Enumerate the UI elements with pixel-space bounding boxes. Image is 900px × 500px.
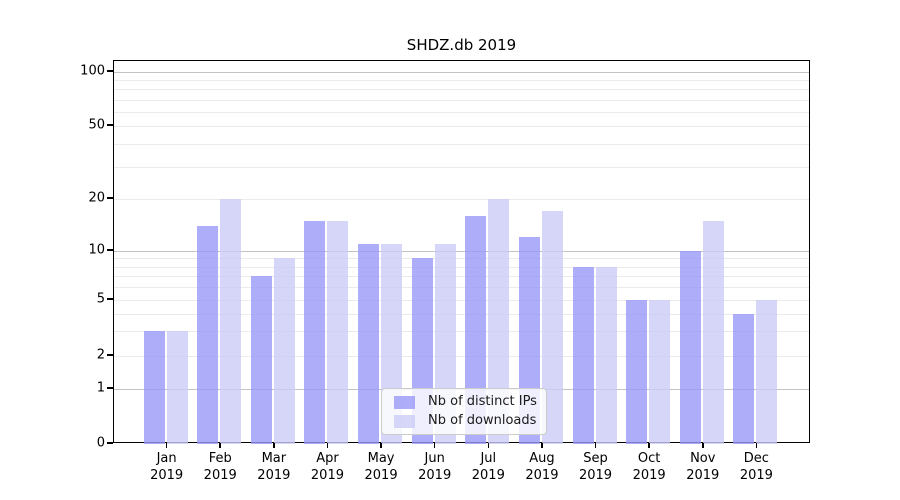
x-tick-label: Jun 2019 [418,451,452,483]
x-tick-mark [326,443,329,448]
gridline-minor [114,300,809,301]
gridline-minor [114,99,809,101]
x-tick-label: May 2019 [364,451,398,483]
bar-distinct-ips-May [358,243,380,444]
bar-distinct-ips-Feb [197,225,219,444]
bar-distinct-ips-Jul [465,215,487,444]
x-tick-mark [433,443,436,448]
y-tick-label: 20 [88,190,105,206]
chart-title: SHDZ.db 2019 [406,36,517,54]
x-tick-label: Sep 2019 [578,451,613,483]
bar-downloads-Feb [220,199,242,444]
x-tick-mark [648,443,650,448]
gridline-minor [114,111,809,113]
bar-downloads-Jan [166,331,188,444]
bar-downloads-Apr [327,220,349,444]
gridline-minor [114,313,809,315]
y-tick-label: 0 [96,435,105,451]
gridline-minor [114,287,809,289]
bar-downloads-Nov [702,220,724,444]
x-tick-label: Feb 2019 [203,451,237,483]
bar-downloads-Dec [756,300,778,444]
y-tick-label: 100 [80,63,105,79]
y-tick-mark [107,70,113,72]
x-tick-label: Jan 2019 [150,451,184,483]
y-tick-mark [107,249,113,251]
plot-area [113,60,810,444]
gridline-minor [114,80,809,82]
x-tick-label: Apr 2019 [310,451,344,483]
bar-downloads-Jul [488,199,510,444]
x-tick-mark [380,443,382,448]
bar-distinct-ips-Jan [143,331,165,444]
y-tick-label: 1 [96,380,105,396]
y-tick-mark [107,354,113,356]
x-tick-label: Oct 2019 [632,451,666,483]
gridline-minor [114,331,809,333]
y-tick-mark [107,442,113,444]
gridline-minor [114,276,809,278]
bar-distinct-ips-Mar [250,276,272,444]
y-tick-mark [107,387,113,389]
bar-distinct-ips-Apr [304,220,326,444]
gridline-minor [114,266,809,268]
y-tick-label: 50 [88,117,105,133]
x-tick-mark [541,443,543,448]
legend: Nb of distinct IPs Nb of downloads [381,388,547,435]
legend-item-distinct-ips: Nb of distinct IPs [394,394,537,409]
x-tick-mark [594,443,597,448]
bar-distinct-ips-Nov [679,251,701,444]
legend-item-downloads: Nb of downloads [394,414,536,428]
x-tick-label: Nov 2019 [686,451,720,483]
y-tick-mark [107,124,113,126]
legend-label-downloads: Nb of downloads [428,413,537,428]
y-tick-label: 5 [96,291,105,307]
y-tick-label: 10 [88,242,105,258]
x-tick-mark [165,443,168,448]
gridline-major [114,251,809,252]
gridline-minor [114,126,809,127]
x-tick-mark [219,443,221,448]
x-tick-label: Dec 2019 [739,451,773,483]
gridline-minor [114,258,809,260]
gridline-major [114,72,809,73]
bar-downloads-Oct [649,300,671,444]
bar-distinct-ips-Oct [626,300,648,444]
y-tick-label: 2 [96,347,105,363]
bar-downloads-Aug [541,211,563,444]
bar-distinct-ips-Dec [733,313,755,444]
x-tick-label: Mar 2019 [257,451,291,483]
x-tick-mark [755,443,758,448]
x-tick-label: Jul 2019 [471,451,505,483]
gridline-minor [114,143,809,145]
y-tick-mark [107,298,113,300]
x-tick-mark [273,443,275,448]
gridline-minor [114,199,809,200]
x-tick-label: Aug 2019 [525,451,559,483]
legend-label-distinct-ips: Nb of distinct IPs [428,394,537,409]
x-tick-mark [702,443,704,448]
x-tick-mark [487,443,490,448]
gridline-minor [114,89,809,91]
gridline-minor [114,166,809,168]
bar-downloads-Mar [273,258,295,444]
bar-downloads-Sep [595,266,617,444]
bar-distinct-ips-Sep [572,266,594,444]
gridline-minor [114,356,809,357]
legend-swatch-distinct-ips-icon [394,395,415,409]
y-tick-mark [107,197,113,199]
legend-swatch-downloads-icon [394,414,415,428]
